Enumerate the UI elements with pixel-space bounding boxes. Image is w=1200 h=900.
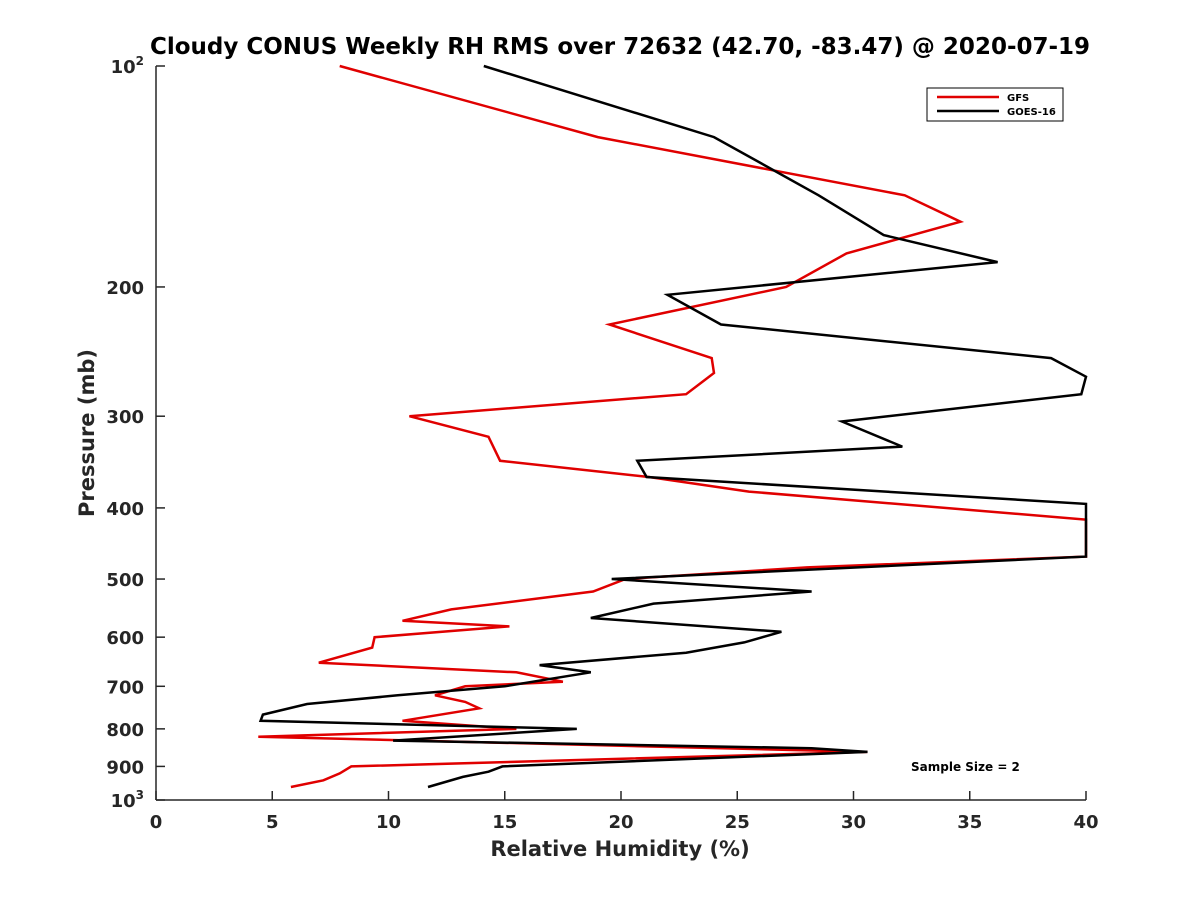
legend-box	[926, 87, 1064, 122]
chart-title: Cloudy CONUS Weekly RH RMS over 72632 (4…	[150, 34, 1090, 60]
y-tick-label: 600	[106, 628, 144, 649]
y-tick-label: 800	[106, 720, 144, 741]
y-tick-label: 103	[111, 788, 144, 812]
legend: GFS GOES-16	[926, 87, 1064, 122]
y-tick-label: 500	[106, 570, 144, 591]
x-tick-label: 30	[841, 812, 866, 833]
plot-area: 0 5 10 15 20 25 30 35 40 102 200 300 400 500 600 700 80…	[106, 54, 1098, 833]
x-axis-label: Relative Humidity (%)	[490, 837, 749, 861]
series-line-goes-16	[258, 64, 1088, 789]
x-tick-label: 5	[266, 812, 279, 833]
x-tick-label: 15	[492, 812, 517, 833]
series-layer	[258, 64, 1088, 789]
x-tick-label: 0	[150, 812, 163, 833]
x-tick-label: 40	[1073, 812, 1098, 833]
sample-size-annotation: Sample Size = 2	[911, 760, 1020, 774]
legend-label-goes-16: GOES-16	[1007, 107, 1056, 118]
y-tick-label: 102	[111, 54, 144, 78]
legend-label-gfs: GFS	[1007, 93, 1029, 104]
x-tick-label: 25	[725, 812, 750, 833]
y-axis-ticks: 102 200 300 400 500 600 700 800 900 103	[106, 54, 165, 812]
x-tick-label: 10	[376, 812, 401, 833]
x-tick-label: 20	[608, 812, 633, 833]
x-tick-label: 35	[957, 812, 982, 833]
y-tick-label: 200	[106, 278, 144, 299]
y-tick-label: 900	[106, 757, 144, 778]
y-axis-label: Pressure (mb)	[75, 349, 99, 517]
x-axis-ticks: 0 5 10 15 20 25 30 35 40	[150, 791, 1099, 833]
y-tick-label: 300	[106, 407, 144, 428]
y-tick-label: 700	[106, 677, 144, 698]
y-tick-label: 400	[106, 499, 144, 520]
